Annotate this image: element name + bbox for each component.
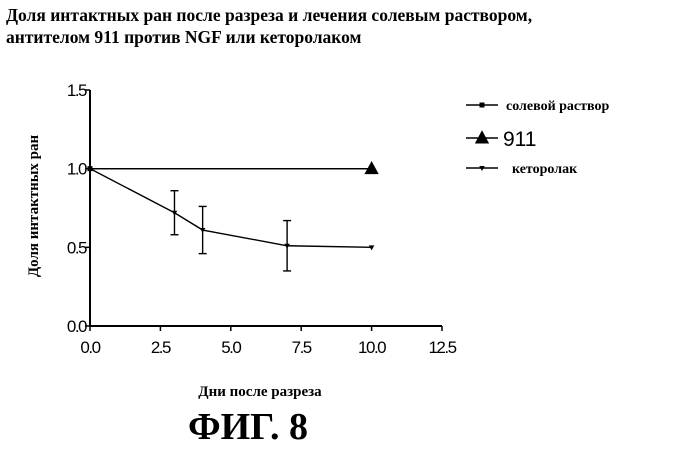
data-point [364, 161, 378, 174]
x-axis-label: Дни после разреза [198, 384, 322, 400]
y-tick-label: 0.5 [67, 238, 87, 257]
x-tick-label: 12.5 [428, 338, 456, 357]
series-line-2 [90, 169, 372, 248]
y-tick-label: 1.5 [67, 81, 87, 100]
y-axis-label: Доля интактных ран [26, 134, 42, 277]
x-tick-label: 0.0 [80, 338, 100, 357]
y-tick-label: 1.0 [67, 160, 87, 179]
x-tick-label: 5.0 [221, 338, 241, 357]
x-tick-label: 10.0 [358, 338, 386, 357]
y-tick-label: 0.0 [67, 317, 87, 336]
legend-label: 911 [503, 128, 536, 151]
x-tick-label: 7.5 [292, 338, 312, 357]
legend-marker [475, 130, 489, 143]
figure-label: ФИГ. 8 [0, 407, 496, 447]
x-tick-label: 2.5 [151, 338, 171, 357]
legend-marker [480, 103, 485, 108]
legend-label: солевой раствор [506, 99, 609, 114]
legend-label: кеторолак [512, 162, 578, 177]
